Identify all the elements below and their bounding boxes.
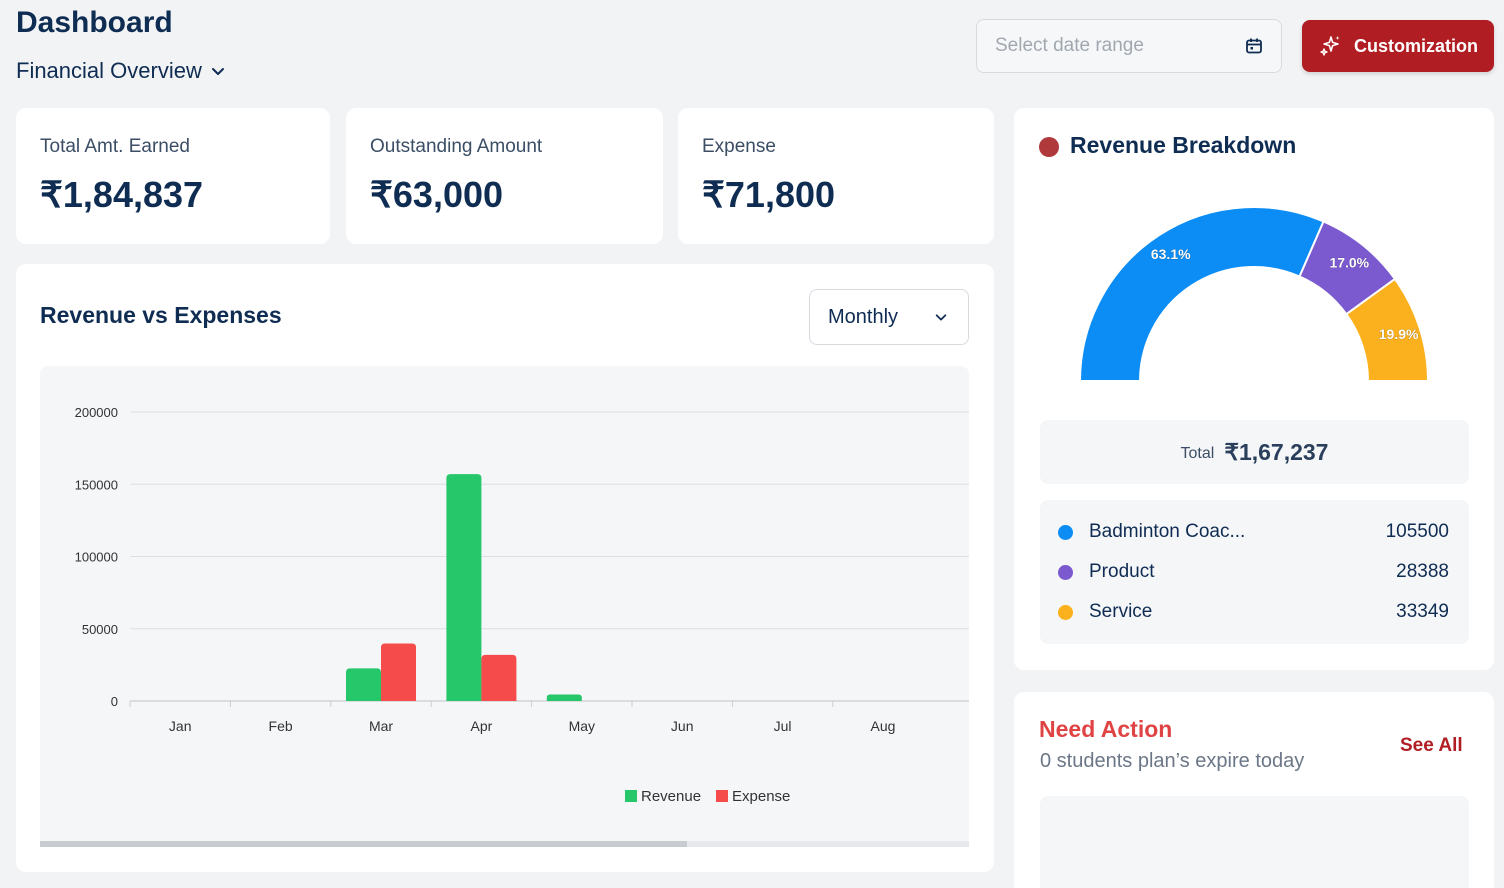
- stat-value: ₹71,800: [702, 174, 836, 215]
- need-action-title: Need Action: [1039, 716, 1173, 742]
- x-tick-label: Jan: [169, 718, 192, 734]
- total-value: ₹1,67,237: [1224, 438, 1329, 465]
- stat-value: ₹1,84,837: [40, 174, 204, 215]
- stat-card-earned: Total Amt. Earned ₹1,84,837: [16, 108, 330, 244]
- stat-label: Expense: [702, 136, 776, 157]
- stat-card-expense: Expense ₹71,800: [678, 108, 994, 244]
- customization-label: Customization: [1354, 35, 1478, 56]
- period-dropdown[interactable]: Monthly: [809, 289, 969, 345]
- stat-label: Total Amt. Earned: [40, 136, 190, 157]
- gauge-segment[interactable]: [1344, 277, 1430, 382]
- overview-dropdown[interactable]: Financial Overview: [16, 58, 226, 84]
- bar-revenue[interactable]: [546, 694, 582, 701]
- stat-value: ₹63,000: [370, 174, 504, 215]
- need-action-subtitle: 0 students plan’s expire today: [1040, 750, 1305, 772]
- total-label: Total: [1180, 445, 1215, 462]
- gauge-percent-label: 63.1%: [1151, 246, 1191, 262]
- breakdown-legend: Badminton Coac... 105500 Product 28388 S…: [1040, 500, 1469, 644]
- chevron-down-icon: [935, 314, 947, 321]
- legend-dot: [1058, 604, 1073, 620]
- sparkles-icon: [1320, 36, 1340, 56]
- x-tick-label: Jul: [774, 718, 792, 734]
- gauge-percent-label: 19.9%: [1379, 326, 1419, 342]
- legend-name: Product: [1089, 561, 1155, 582]
- date-range-input[interactable]: [995, 35, 1225, 57]
- bar-revenue[interactable]: [346, 668, 381, 701]
- legend-item: Service 33349: [1058, 592, 1449, 632]
- need-action-list: [1040, 796, 1469, 888]
- x-tick-label: Jun: [671, 718, 694, 734]
- y-tick-label: 150000: [75, 477, 118, 492]
- legend-item: Badminton Coac... 105500: [1058, 512, 1449, 552]
- overview-label: Financial Overview: [16, 58, 202, 83]
- revenue-vs-expenses-title: Revenue vs Expenses: [40, 302, 282, 328]
- x-tick-label: Mar: [369, 718, 393, 734]
- bar-chart-svg: 0 50000 100000 150000 200000 Jan Feb Mar Apr May J…: [75, 405, 969, 805]
- legend-label: Revenue: [641, 788, 701, 805]
- legend-dot: [1058, 564, 1073, 580]
- legend-item: Product 28388: [1058, 552, 1449, 592]
- x-tick-label: Aug: [871, 718, 896, 734]
- period-value: Monthly: [828, 305, 899, 328]
- y-tick-label: 0: [111, 694, 118, 709]
- bar-expense[interactable]: [481, 654, 517, 701]
- x-tick-label: May: [569, 718, 595, 734]
- legend-name: Badminton Coac...: [1089, 521, 1246, 542]
- breakdown-indicator-dot: [1039, 137, 1059, 157]
- y-tick-label: 100000: [75, 550, 118, 565]
- revenue-gauge-chart: 63.1% 17.0% 19.9%: [1078, 206, 1430, 382]
- bar-revenue[interactable]: [446, 474, 482, 701]
- breakdown-total: Total ₹1,67,237: [1040, 420, 1469, 484]
- revenue-breakdown-title: Revenue Breakdown: [1070, 132, 1297, 158]
- bar-expense[interactable]: [381, 643, 416, 701]
- legend-value: 105500: [1385, 521, 1449, 542]
- legend-swatch: [625, 790, 637, 802]
- page-title: Dashboard: [16, 6, 173, 39]
- y-tick-label: 200000: [75, 405, 118, 420]
- bar-chart: 0 50000 100000 150000 200000 Jan Feb Mar Apr May J…: [40, 366, 969, 846]
- legend-label: Expense: [732, 788, 790, 805]
- y-tick-label: 50000: [82, 622, 118, 637]
- gauge-percent-label: 17.0%: [1329, 255, 1369, 271]
- chart-scrollbar-thumb[interactable]: [40, 841, 687, 847]
- stat-card-outstanding: Outstanding Amount ₹63,000: [346, 108, 663, 244]
- legend-value: 28388: [1396, 561, 1449, 582]
- calendar-icon[interactable]: [1245, 37, 1263, 55]
- x-tick-label: Apr: [471, 718, 493, 734]
- gauge-segment[interactable]: [1078, 206, 1325, 382]
- legend-value: 33349: [1396, 601, 1449, 622]
- date-range-picker[interactable]: [976, 19, 1282, 73]
- legend-swatch: [716, 790, 728, 802]
- customization-button[interactable]: Customization: [1302, 20, 1494, 72]
- legend-name: Service: [1089, 601, 1153, 622]
- legend-dot: [1058, 524, 1073, 540]
- chevron-down-icon: [211, 68, 224, 75]
- x-tick-label: Feb: [269, 718, 293, 734]
- see-all-link[interactable]: See All: [1400, 735, 1463, 756]
- stat-label: Outstanding Amount: [370, 136, 543, 157]
